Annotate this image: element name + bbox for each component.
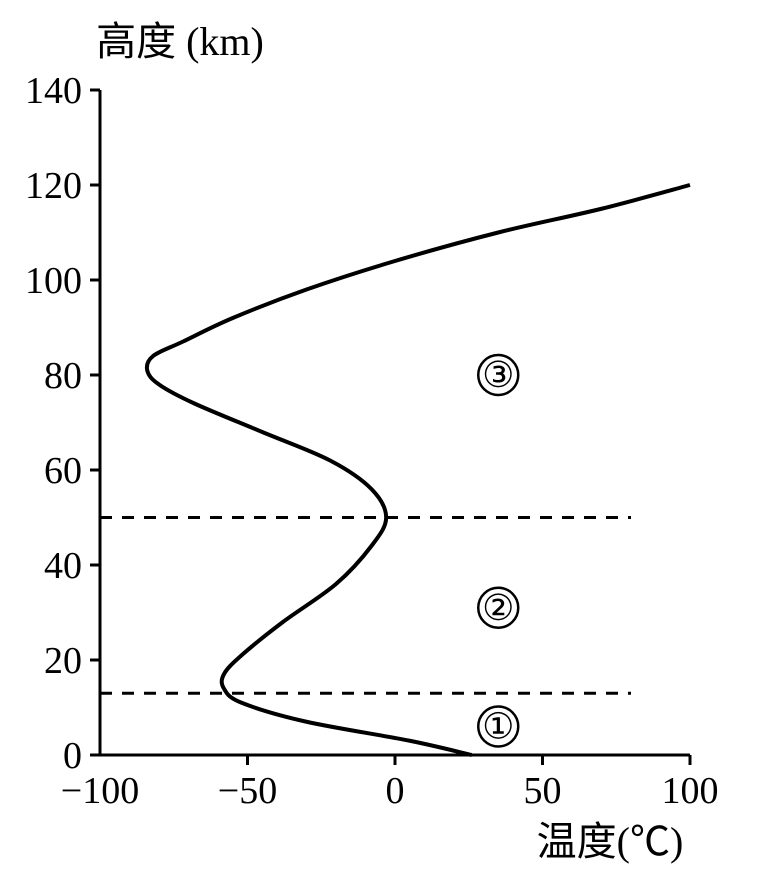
atmosphere-chart: 020406080100120140−100−50050100高度 (km)温度… — [0, 0, 761, 882]
x-axis-title: 温度(℃) — [537, 819, 684, 864]
x-tick-label: 50 — [524, 770, 562, 812]
region-label: ② — [482, 588, 514, 628]
region-label: ① — [482, 707, 514, 747]
chart-container: 020406080100120140−100−50050100高度 (km)温度… — [0, 0, 761, 882]
x-tick-label: 0 — [386, 770, 405, 812]
y-tick-label: 40 — [44, 545, 82, 587]
region-label: ③ — [482, 355, 514, 395]
y-tick-label: 60 — [44, 450, 82, 492]
y-tick-label: 20 — [44, 640, 82, 682]
y-tick-label: 140 — [25, 70, 82, 112]
temperature-curve — [147, 185, 690, 755]
x-tick-label: −100 — [61, 770, 139, 812]
x-tick-label: 100 — [662, 770, 719, 812]
y-tick-label: 120 — [25, 165, 82, 207]
y-tick-label: 100 — [25, 260, 82, 302]
y-axis-title: 高度 (km) — [96, 19, 264, 64]
x-tick-label: −50 — [218, 770, 277, 812]
y-tick-label: 80 — [44, 355, 82, 397]
